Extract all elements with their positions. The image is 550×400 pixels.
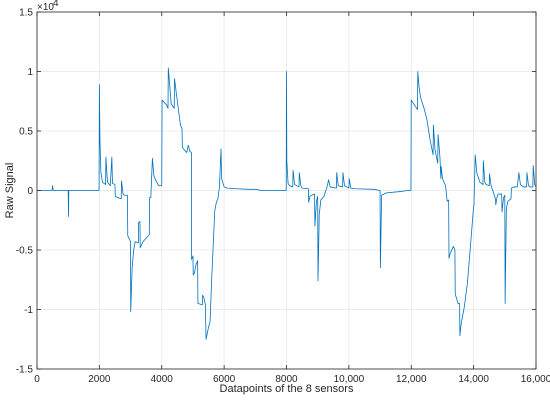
x-tick-label: 6000 xyxy=(213,374,236,385)
y-tick-label: -1 xyxy=(24,305,33,316)
x-axis-label: Datapoints of the 8 sensors xyxy=(220,383,354,395)
x-tick-label: 0 xyxy=(34,374,40,385)
x-tick-label: 8000 xyxy=(275,374,298,385)
series-layer xyxy=(37,67,537,340)
y-tick-label: 0.5 xyxy=(19,127,33,138)
y-tick-label: 1 xyxy=(27,67,33,78)
y-tick-label: 0 xyxy=(27,186,33,197)
y-tick-label: -0.5 xyxy=(16,246,34,257)
x-tick-label: 4000 xyxy=(151,374,174,385)
y-tick-label: 1.5 xyxy=(19,8,33,19)
x-tick-label: 12,000 xyxy=(396,374,427,385)
x-tick-label: 10,000 xyxy=(334,374,365,385)
x-axis-tick-labels: 0 2000 4000 6000 8000 10,000 12,000 14,000 16,00… xyxy=(34,374,550,385)
x-tick-label: 16,000 xyxy=(521,374,550,385)
y-exponent-power: 4 xyxy=(53,0,59,9)
series-line-1 xyxy=(37,67,537,340)
y-tick-label: -1.5 xyxy=(16,365,34,376)
y-axis-tick-labels: 1.5 1 0.5 0 -0.5 -1 -1.5 xyxy=(16,8,34,376)
tick-marks xyxy=(36,11,537,370)
x-tick-label: 2000 xyxy=(88,374,111,385)
y-axis-label: Raw Signal xyxy=(4,163,16,219)
y-exponent-label: ×10 xyxy=(37,2,54,13)
x-tick-label: 14,000 xyxy=(458,374,489,385)
